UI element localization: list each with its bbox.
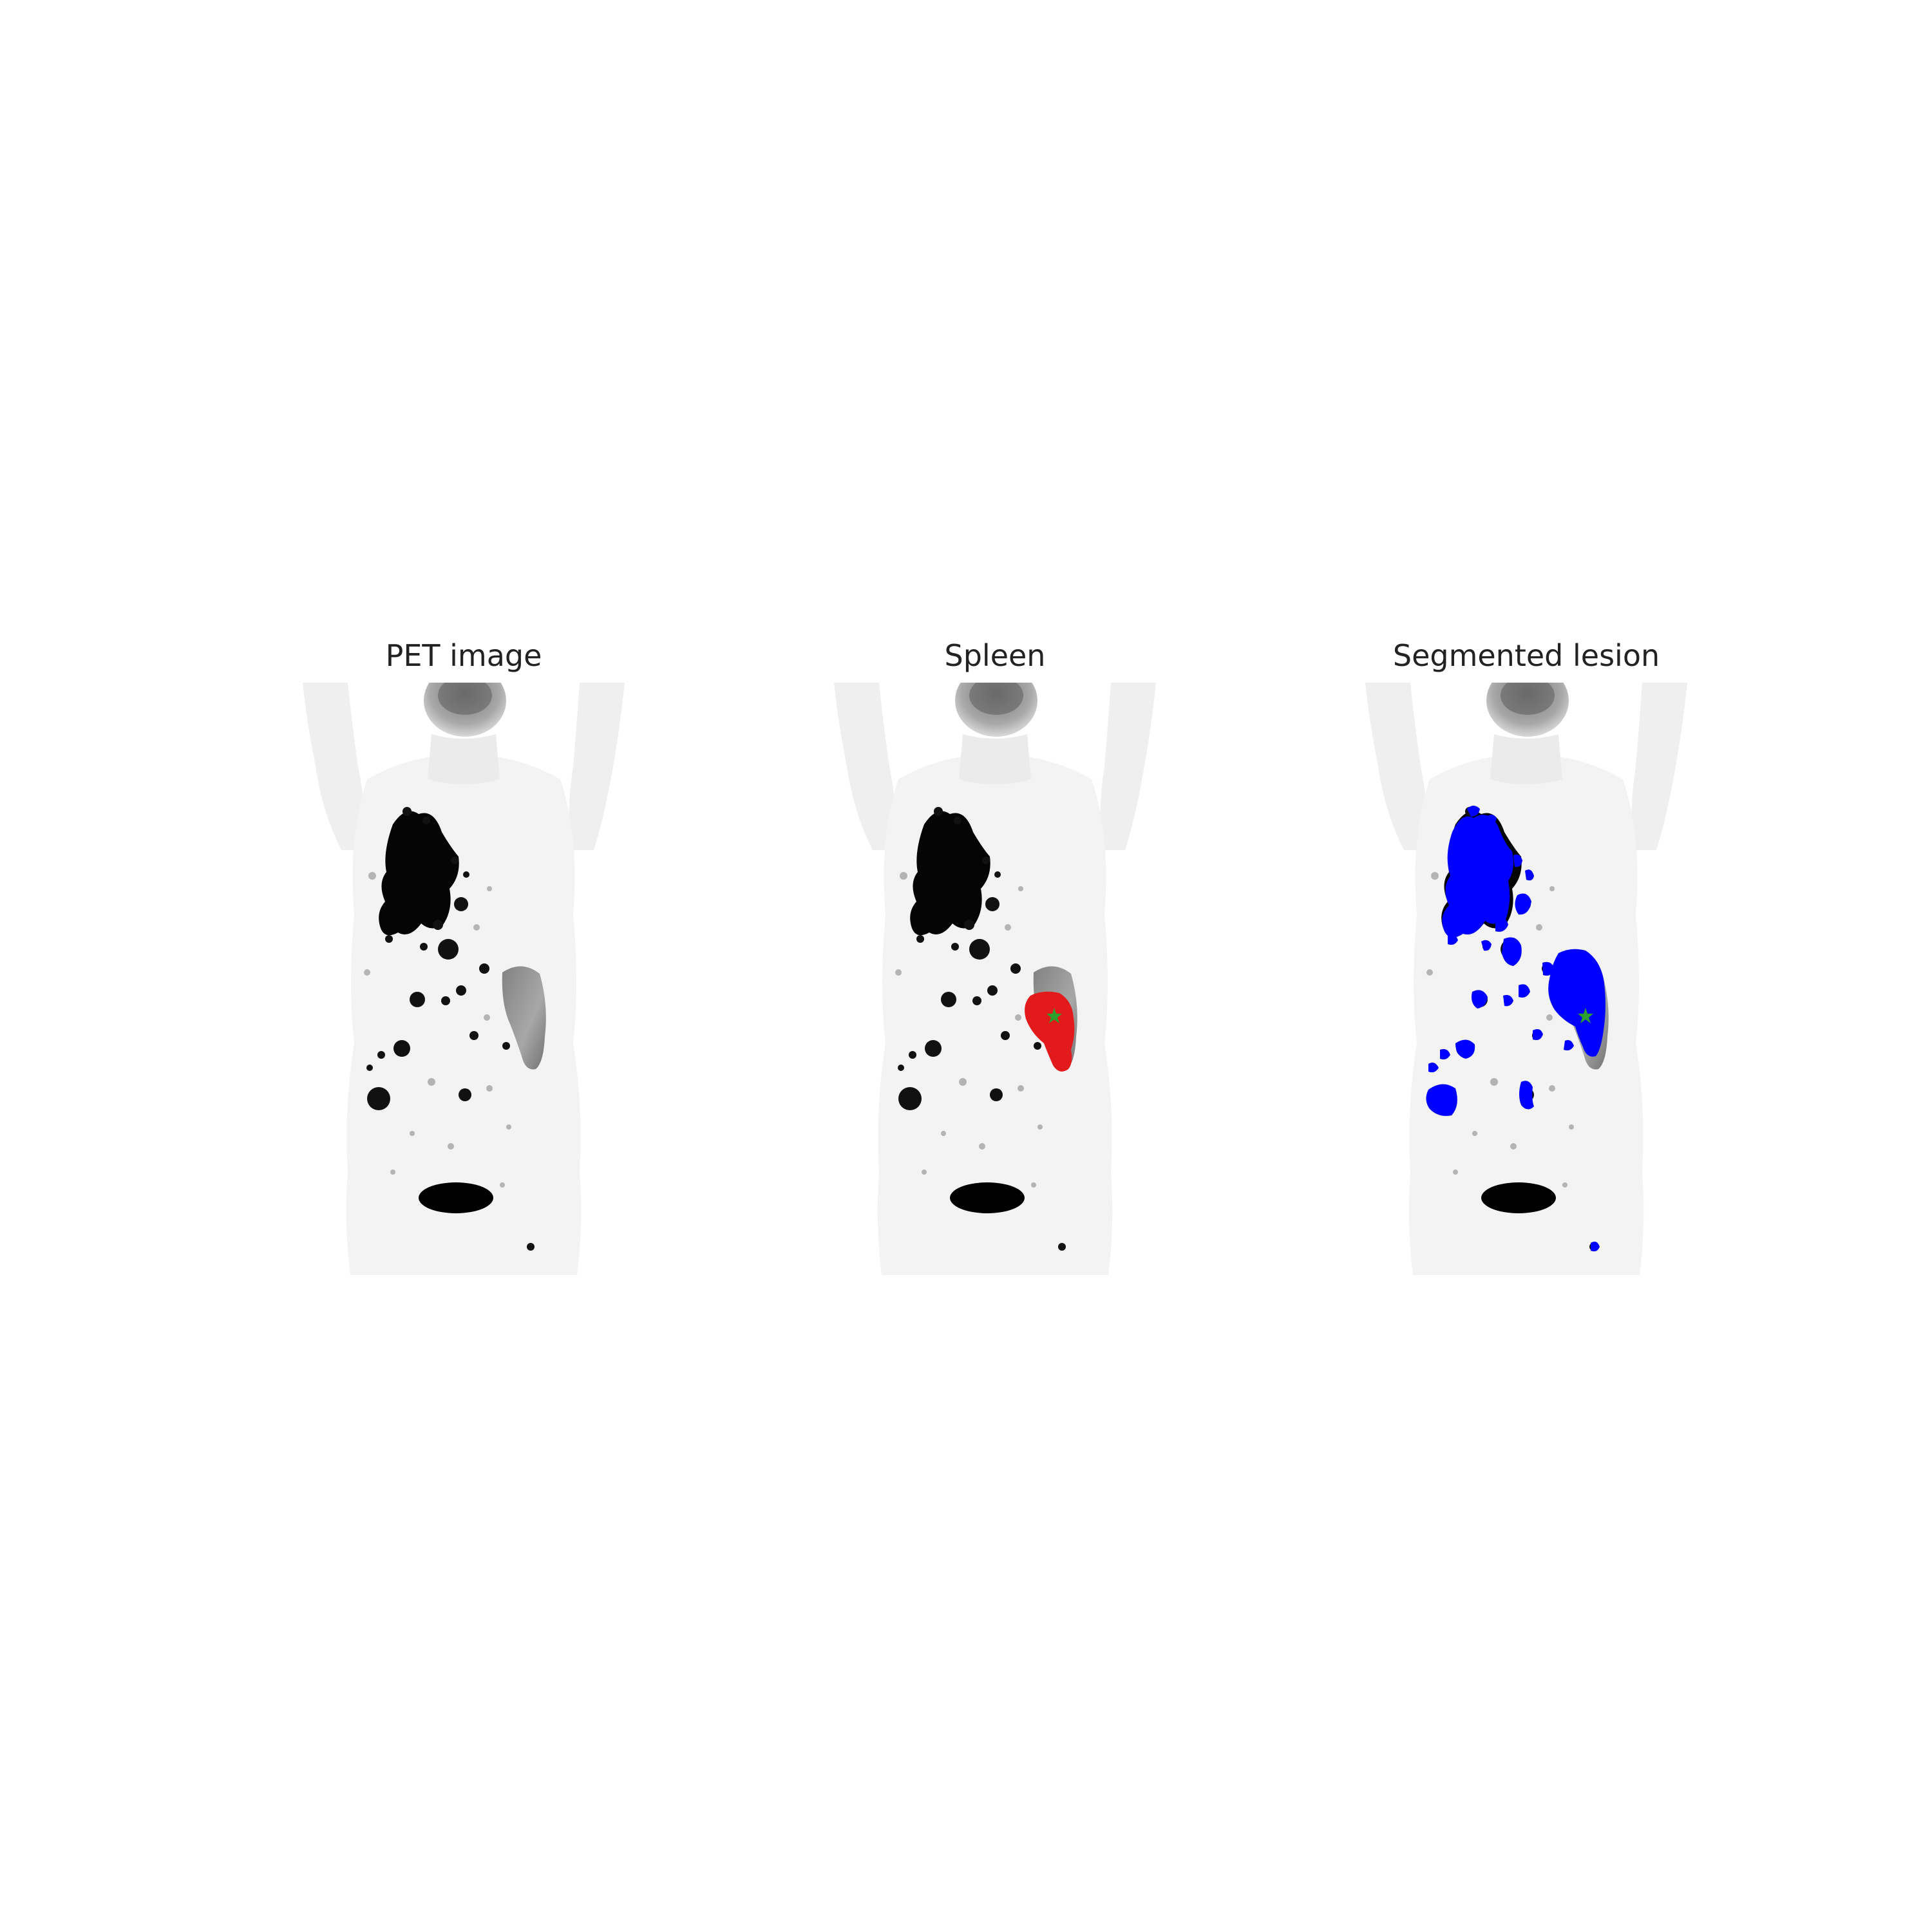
spleen-image	[828, 683, 1162, 1275]
body-uptake-image	[296, 683, 631, 1275]
panel-title-spleen: Spleen	[944, 638, 1046, 673]
spleen-image-panel	[828, 683, 1162, 1275]
lesion-image	[1359, 683, 1694, 1275]
seed-star-icon	[1046, 1008, 1062, 1023]
seed-star-icon	[1578, 1008, 1593, 1023]
panel-title-lesion: Segmented lesion	[1392, 638, 1660, 673]
body-uptake-image	[828, 683, 1162, 1275]
lesion-mask	[1426, 806, 1605, 1252]
pet-image-panel	[296, 683, 631, 1275]
pet-image	[296, 683, 631, 1275]
panel-title-pet: PET image	[385, 638, 542, 673]
spleen-mask	[1025, 991, 1075, 1072]
lesion-image-panel	[1359, 683, 1694, 1275]
body-uptake-image	[1359, 683, 1694, 1275]
